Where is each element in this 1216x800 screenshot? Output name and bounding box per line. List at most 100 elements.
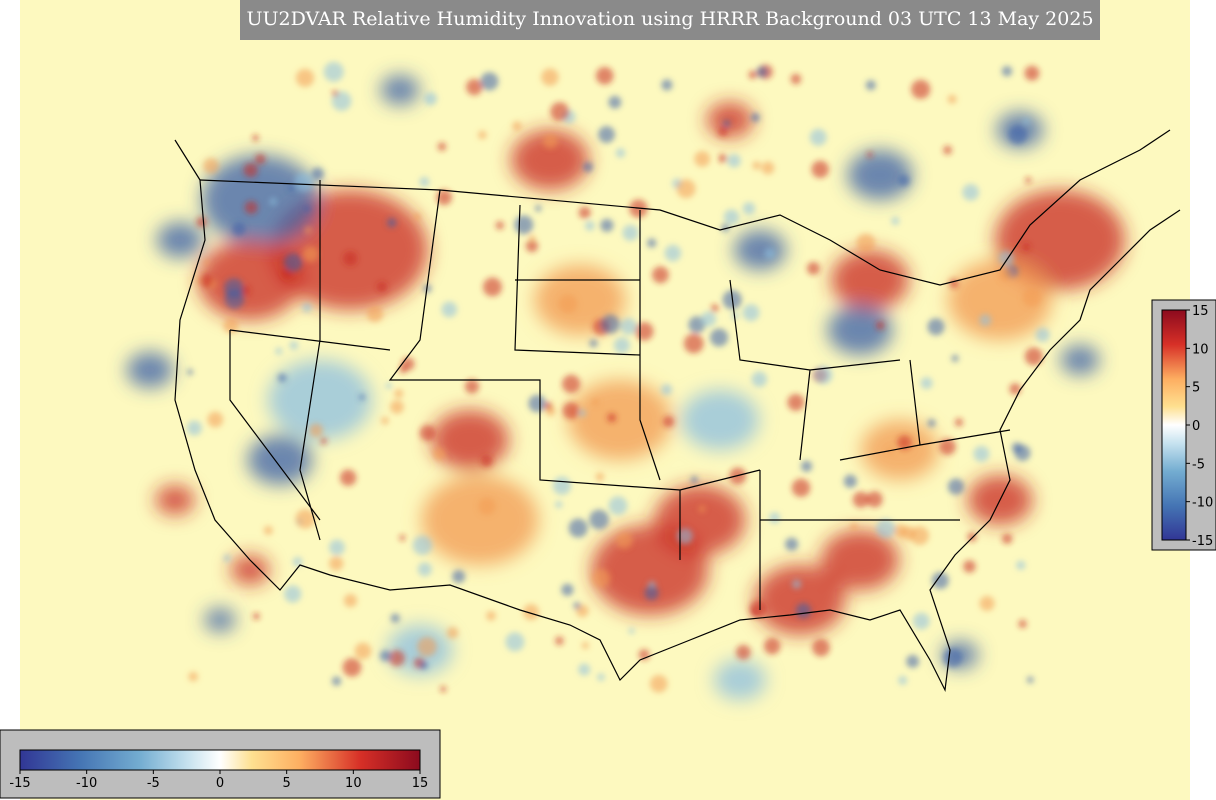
innovation-speckle [912,612,930,630]
innovation-speckle [558,294,578,314]
innovation-speckle [898,675,908,685]
innovation-blob [534,265,626,335]
innovation-speckle [607,412,617,423]
innovation-speckle [676,179,696,199]
innovation-speckle [756,66,768,78]
colorbar-tick-label: -10 [1192,496,1213,511]
innovation-blob [568,380,672,460]
innovation-speckle [676,528,693,545]
innovation-speckle [542,133,558,149]
innovation-speckle [358,394,366,401]
innovation-blob [948,260,1052,340]
innovation-speckle [1035,327,1050,342]
innovation-speckle [196,216,207,228]
innovation-speckle [323,61,344,82]
colorbar-tick-label: -5 [1192,457,1205,472]
innovation-speckle [495,221,505,230]
boundaries [174,129,1181,693]
innovation-blob [847,150,913,200]
innovation-speckle [223,554,231,563]
innovation-speckle [876,518,896,539]
innovation-speckle [294,172,314,192]
innovation-speckle [568,518,588,538]
innovation-speckle [727,154,741,168]
innovation-speckle [634,322,654,341]
innovation-speckle [649,674,668,693]
innovation-speckle [951,354,959,362]
innovation-speckle [1001,533,1013,545]
colorbar-tick-label: 10 [1192,342,1209,357]
innovation-speckle [437,142,447,151]
innovation-speckle [186,420,202,436]
colorbar-tick-label: -10 [76,776,97,791]
innovation-speckle [962,183,980,201]
innovation-speckle [480,454,493,468]
innovation-speckle [512,121,522,131]
innovation-blob [204,608,236,632]
innovation-speckle [750,112,761,123]
colorbar-tick-label: -15 [1192,534,1213,549]
innovation-blob [681,390,759,450]
innovation-speckle [562,374,581,394]
innovation-blob [861,420,939,480]
innovation-speckle [480,72,499,91]
innovation-speckle [320,437,328,445]
innovation-speckle [329,556,344,571]
innovation-speckle [866,491,883,508]
innovation-speckle [1022,288,1042,308]
colorbar-tick-label: -5 [147,776,160,791]
colorbar-tick-label: 15 [1192,304,1209,319]
innovation-speckle [578,409,587,417]
innovation-speckle [478,497,496,516]
innovation-speckle [203,157,219,174]
innovation-speckle [263,525,273,535]
innovation-speckle [901,526,916,541]
innovation-speckle [331,676,342,686]
innovation-speckle [710,328,729,347]
innovation-speckle [811,160,829,179]
innovation-speckle [252,134,259,142]
innovation-speckle [801,460,813,472]
innovation-speckle [505,632,525,652]
innovation-blob [431,410,509,470]
innovation-speckle [897,435,912,450]
innovation-speckle [1018,619,1027,629]
innovation-speckle [1022,242,1031,252]
innovation-speckle [562,402,580,420]
innovation-speckle [911,79,931,99]
colorbar-tick-label: 5 [1192,381,1200,396]
innovation-blob [821,530,899,590]
innovation-speckle [595,472,605,482]
innovation-speckle [723,209,740,225]
innovation-speckle [343,251,358,266]
innovation-speckle [304,226,313,234]
innovation-speckle [690,476,698,484]
innovation-speckle [555,636,564,646]
innovation-speckle [277,373,287,383]
innovation-speckle [413,212,422,221]
innovation-speckle [302,246,319,263]
innovation-speckle [795,603,811,619]
innovation-speckle [652,266,669,284]
innovation-speckle [613,337,630,354]
innovation-speckle [920,377,933,390]
coastline [174,139,1181,693]
innovation-speckle [661,79,673,91]
innovation-speckle [466,78,483,96]
innovation-speckle [399,365,408,374]
innovation-speckle [963,560,976,573]
innovation-speckle [761,161,775,175]
innovation-speckle [544,401,553,410]
innovation-blob [268,360,372,440]
innovation-speckle [1001,65,1013,77]
innovation-blob [754,565,846,635]
innovation-speckle [187,369,194,376]
innovation-speckle [597,673,605,682]
innovation-speckle [390,400,404,414]
innovation-blob [421,475,539,565]
innovation-blob [995,190,1125,290]
innovation-speckle [589,339,598,348]
innovation-speckle [700,311,717,327]
innovation-speckle [331,91,352,111]
innovation-speckle [647,238,657,248]
